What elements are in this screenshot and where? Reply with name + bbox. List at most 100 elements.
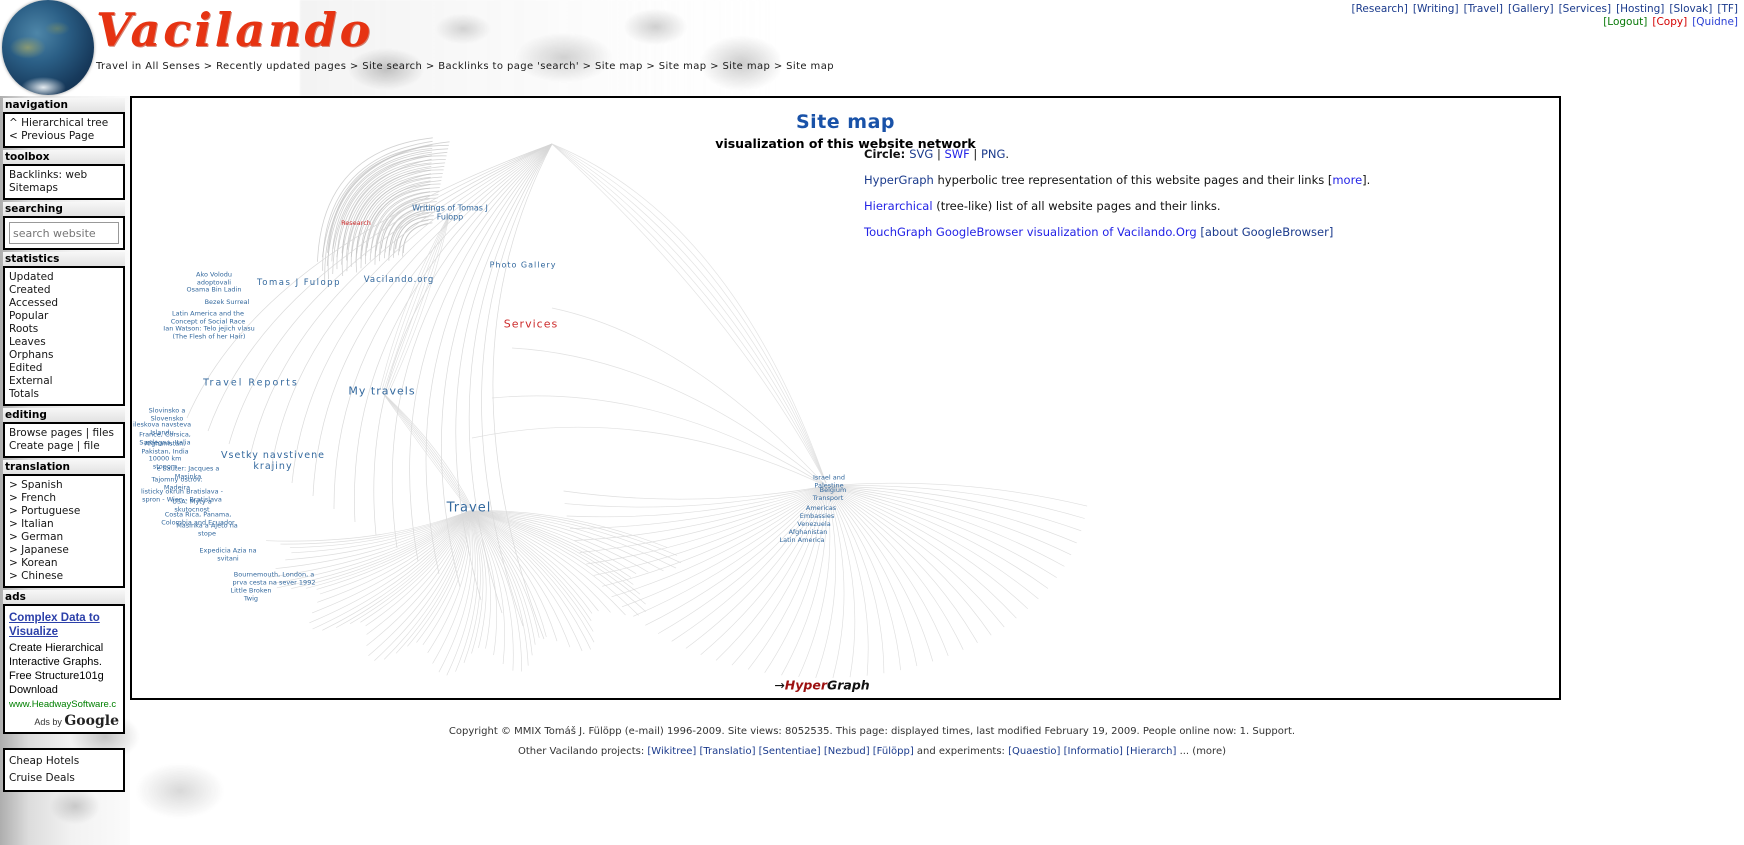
graph-node-latin-america-and-the[interactable]: Latin America and the Concept of Social … <box>170 309 246 325</box>
footer-project-sententiae[interactable]: [Sententiae] <box>758 746 821 757</box>
graph-node-ian-watson-telo-jejich-vlasu[interactable]: Ian Watson: Telo jejich vlasu (The Flesh… <box>163 324 255 340</box>
top-nav-link-travel[interactable]: [Travel] <box>1463 3 1503 15</box>
graph-node-ako-volodu[interactable]: Ako Volodu adoptovali Osama Bin Ladin <box>186 270 242 294</box>
breadcrumb-link-site-search-2[interactable]: Site search <box>362 61 423 72</box>
link-hypergraph[interactable]: HyperGraph <box>864 173 934 187</box>
sidebar-link-korean[interactable]: > Korean <box>9 557 58 569</box>
sidebar-link-edited[interactable]: Edited <box>9 362 43 374</box>
graph-node-usa-myty-a[interactable]: USA: Myty a skutocnost <box>172 497 212 513</box>
breadcrumb-link-travel-in-all-senses-0[interactable]: Travel in All Senses <box>96 61 201 72</box>
top-nav-link-tf[interactable]: [TF] <box>1717 3 1738 15</box>
graph-node-costa-rica-panama[interactable]: Costa Rica, Panama, Colombia and Ecuador <box>161 510 235 526</box>
sidebar-link-chinese[interactable]: > Chinese <box>9 570 64 582</box>
sidebar-link-cheap-hotels[interactable]: Cheap Hotels <box>9 755 80 767</box>
sidebar-link-portuguese[interactable]: > Portuguese <box>9 505 81 517</box>
search-input[interactable] <box>9 222 119 244</box>
graph-node-ileskova-navsteva[interactable]: ileskova navsteva Islandu <box>132 420 192 436</box>
link-hierarchical[interactable]: Hierarchical <box>864 199 933 213</box>
sidebar-link-french[interactable]: > French <box>9 492 57 504</box>
graph-node-little-broken[interactable]: Little Broken Twig <box>230 586 272 602</box>
top-nav-link-research[interactable]: [Research] <box>1351 3 1408 15</box>
graph-node-listicky-okruh-bratislava[interactable]: listicky okruh Bratislava - spron - Wien… <box>141 487 223 503</box>
sidebar-link-accessed[interactable]: Accessed <box>9 297 59 309</box>
footer-project-wikitree[interactable]: [Wikitree] <box>647 746 697 757</box>
graph-node-vsetky-navstivene[interactable]: Vsetky navstivene krajiny <box>221 449 325 472</box>
sidebar-link-popular[interactable]: Popular <box>9 310 49 322</box>
breadcrumb-link-recently-updated-pages-1[interactable]: Recently updated pages <box>216 61 347 72</box>
sidebar-link-create-page-file[interactable]: Create page | file <box>9 440 100 452</box>
sidebar-link-external[interactable]: External <box>9 375 53 387</box>
graph-node-embassies[interactable]: Embassies <box>799 512 835 521</box>
footer-experiment-hierarch[interactable]: [Hierarch] <box>1126 746 1177 757</box>
footer-project-nezbud[interactable]: [Nezbud] <box>823 746 870 757</box>
graph-node-services[interactable]: Services <box>503 317 559 331</box>
graph-node-e-sauter-jacques-a[interactable]: e Sauter: Jacques a Masinka <box>156 464 220 480</box>
graph-node-writings-of-tomas-j[interactable]: Writings of Tomas J Fulopp <box>412 203 488 222</box>
sidebar-link-orphans[interactable]: Orphans <box>9 349 54 361</box>
sidebar-link-german[interactable]: > German <box>9 531 64 543</box>
sidebar-link-backlinks-web[interactable]: Backlinks: web <box>9 169 88 181</box>
graph-node-afghanistan[interactable]: Afghanistan <box>788 528 828 537</box>
link-swf[interactable]: SWF <box>944 147 970 161</box>
graph-node-masinka-a-ajeto-na[interactable]: Masinka a Ajeto na stope <box>176 521 238 537</box>
hypergraph-logo-link[interactable]: →HyperGraph <box>774 678 869 693</box>
sidebar-link-sitemaps[interactable]: Sitemaps <box>9 182 58 194</box>
graph-node-france-corsica[interactable]: France, Corsica, Sardegna, Italia <box>139 430 191 446</box>
footer-project-f-l-pp[interactable]: [Fülöpp] <box>872 746 914 757</box>
graph-node-slovinsko-a[interactable]: Slovinsko a Slovensko <box>148 406 186 422</box>
sidebar-link-created[interactable]: Created <box>9 284 51 296</box>
link-about-googlebrowser[interactable]: [about GoogleBrowser] <box>1200 225 1334 239</box>
top-nav-link-slovak[interactable]: [Slovak] <box>1669 3 1713 15</box>
graph-node-bournemouth-london-a[interactable]: Bournemouth, London, a prva cesta na sev… <box>232 570 316 586</box>
top-nav-link-services[interactable]: [Services] <box>1558 3 1612 15</box>
graph-node-israel-and[interactable]: Israel and Palestine <box>812 473 846 489</box>
top-nav-link-gallery[interactable]: [Gallery] <box>1507 3 1554 15</box>
top-nav-link-copy[interactable]: [Copy] <box>1652 16 1688 28</box>
link-svg[interactable]: SVG <box>909 147 934 161</box>
top-nav-link-writing[interactable]: [Writing] <box>1412 3 1459 15</box>
sidebar-link-updated[interactable]: Updated <box>9 271 54 283</box>
breadcrumb-link-site-map-4[interactable]: Site map <box>594 61 643 72</box>
breadcrumb-link-site-map-5[interactable]: Site map <box>658 61 707 72</box>
graph-node-americas[interactable]: Americas <box>805 504 837 513</box>
graph-node-vacilando-org[interactable]: Vacilando.org <box>363 274 435 285</box>
breadcrumb-link-site-map-6[interactable]: Site map <box>722 61 771 72</box>
footer-experiment-quaestio[interactable]: [Quaestio] <box>1008 746 1061 757</box>
top-nav-link-quidne[interactable]: [Quidne] <box>1692 16 1738 28</box>
ads-by-google-link[interactable]: Ads by Google <box>9 714 119 729</box>
graph-node-belgium[interactable]: Belgium <box>819 486 847 495</box>
breadcrumb-link-site-map-7[interactable]: Site map <box>786 61 834 72</box>
sidebar-link-spanish[interactable]: > Spanish <box>9 479 63 491</box>
ad-title-link[interactable]: Complex Data to Visualize <box>9 612 100 638</box>
top-nav-link-hosting[interactable]: [Hosting] <box>1616 3 1665 15</box>
sidebar-link-cruise-deals[interactable]: Cruise Deals <box>9 772 75 784</box>
ad-url-link[interactable]: www.HeadwaySoftware.c <box>9 699 117 710</box>
sidebar-link-roots[interactable]: Roots <box>9 323 39 335</box>
sidebar-link-browse-pages-files[interactable]: Browse pages | files <box>9 427 114 439</box>
link-visualization-of-vacilando-org[interactable]: visualization of Vacilando.Org <box>1023 225 1201 239</box>
graph-node-transport[interactable]: Transport <box>812 494 844 503</box>
sidebar-link-totals[interactable]: Totals <box>9 388 39 400</box>
graph-node-travel[interactable]: Travel <box>446 500 492 516</box>
graph-node-research[interactable]: Research <box>341 219 371 228</box>
breadcrumb-link-backlinks-to-page-search-3[interactable]: Backlinks to page 'search' <box>438 61 580 72</box>
sidebar-link-previous-page[interactable]: < Previous Page <box>9 130 95 142</box>
sidebar-link-leaves[interactable]: Leaves <box>9 336 46 348</box>
sidebar-link-italian[interactable]: > Italian <box>9 518 54 530</box>
graph-node-photo-gallery[interactable]: Photo Gallery <box>489 260 557 270</box>
graph-node-tomas-j-fulopp[interactable]: Tomas J Fulopp <box>257 277 341 288</box>
graph-node-expedicia-azia-na[interactable]: Expedicia Azia na svitani <box>199 546 257 562</box>
link-png[interactable]: PNG <box>980 147 1006 161</box>
graph-node-latin-america[interactable]: Latin America <box>779 536 825 545</box>
footer-project-translatio[interactable]: [Translatio] <box>699 746 756 757</box>
globe-logo[interactable] <box>2 0 94 95</box>
graph-node-afghanistan[interactable]: Afghanistan, Pakistan, India 10000 km st… <box>141 439 189 471</box>
graph-node-venezuela[interactable]: Venezuela <box>797 520 831 529</box>
link-more[interactable]: more <box>1332 173 1363 187</box>
sidebar-link-hierarchical-tree[interactable]: ^ Hierarchical tree <box>9 117 109 129</box>
footer-experiment-informatio[interactable]: [Informatio] <box>1063 746 1123 757</box>
link-touchgraph-googlebrowser[interactable]: TouchGraph GoogleBrowser <box>864 225 1024 239</box>
graph-node-travel-reports[interactable]: Travel Reports <box>203 377 299 389</box>
sidebar-link-japanese[interactable]: > Japanese <box>9 544 69 556</box>
top-nav-link-logout[interactable]: [Logout] <box>1603 16 1648 28</box>
